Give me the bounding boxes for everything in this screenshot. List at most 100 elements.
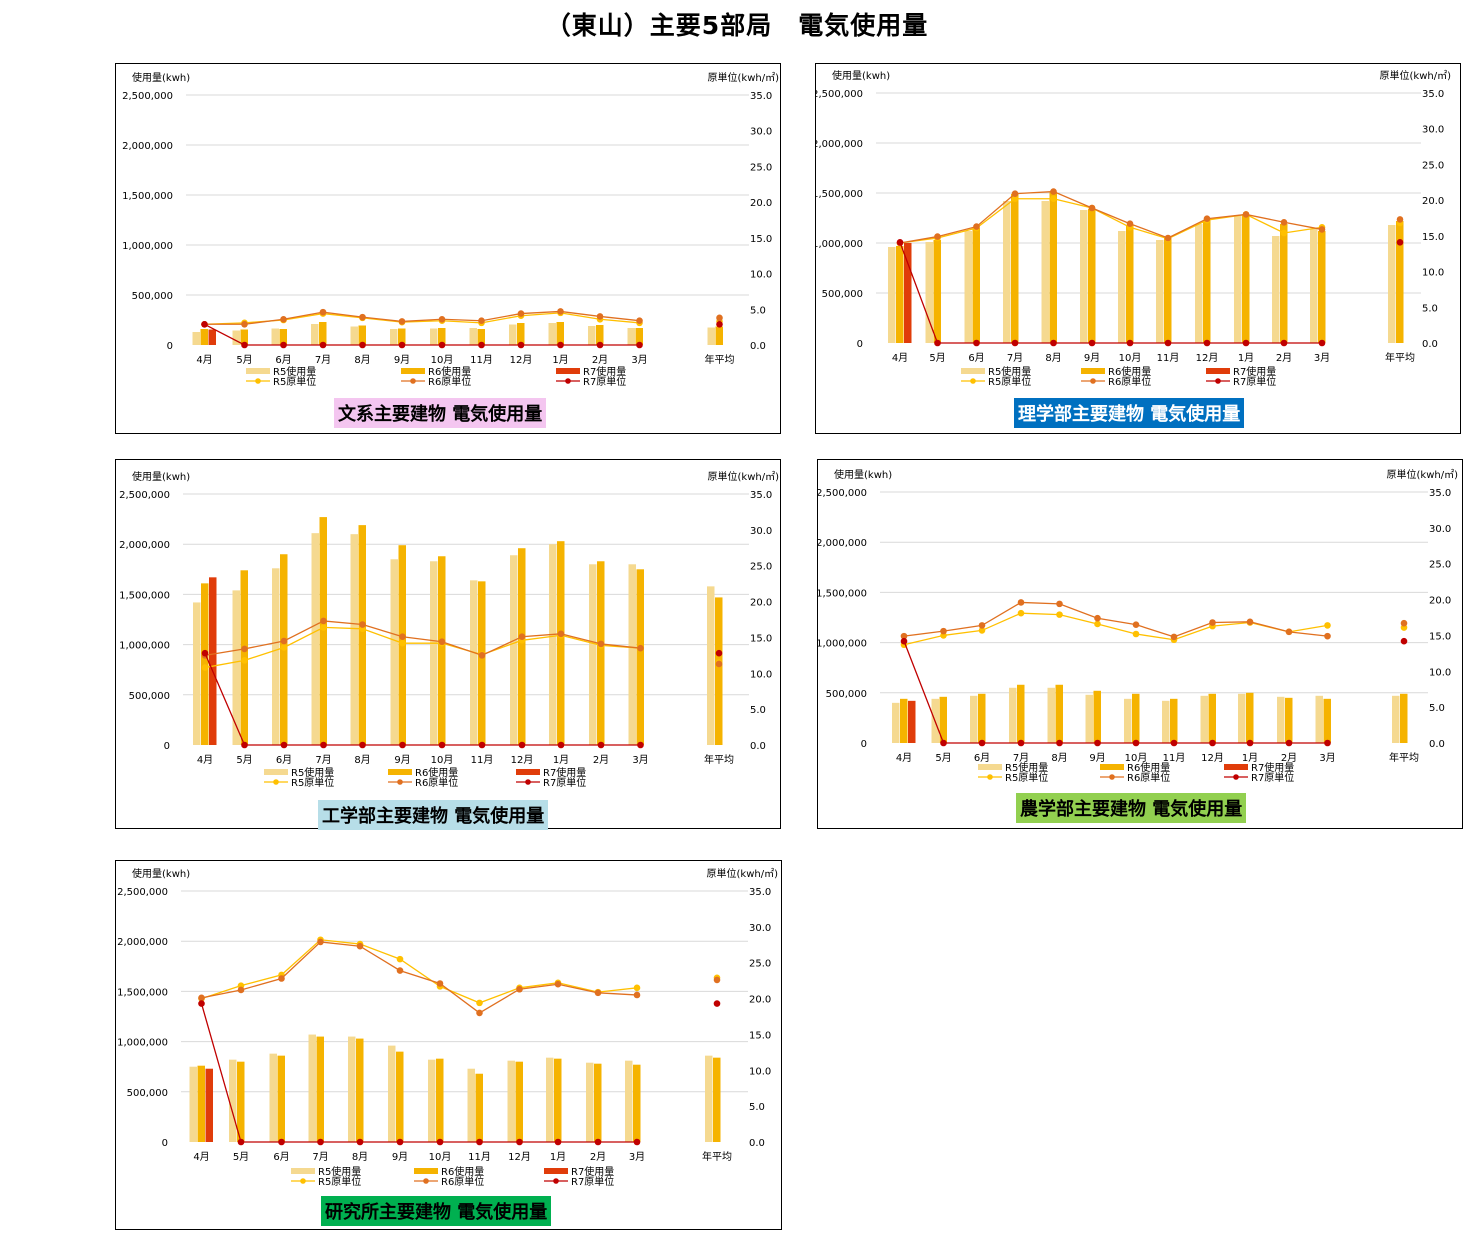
- legend-swatch-R6使用量: [401, 368, 425, 374]
- bar-R6使用量: [1400, 693, 1408, 743]
- marker-R7原単位: [1318, 339, 1326, 347]
- y-axis-title: 使用量(kwh): [832, 69, 890, 82]
- x-tick-label: 7月: [315, 754, 331, 766]
- y2-tick-label: 15.0: [750, 633, 772, 644]
- bar-R5使用量: [269, 1053, 277, 1142]
- x-tick-label: 1月: [1242, 752, 1258, 764]
- x-tick-label: 8月: [352, 1151, 368, 1163]
- marker-R6原単位: [319, 308, 327, 316]
- legend-label: R5原単位: [291, 776, 334, 789]
- bar-R5使用量: [1310, 229, 1318, 343]
- y2-tick-label: 20.0: [750, 598, 772, 609]
- marker-R6原単位: [1050, 188, 1057, 195]
- x-tick-label: 5月: [935, 752, 951, 764]
- bar-R5使用量: [1277, 696, 1285, 743]
- legend-swatch-R7使用量: [1224, 764, 1248, 770]
- x-tick-label: 1月: [553, 754, 569, 766]
- line-R6原単位: [903, 601, 1328, 638]
- legend-label: R7使用量: [1251, 761, 1294, 774]
- chart-panel-kenkyujo: 0 500,000 1,000,000 1,500,000 2,000,000 2,500…: [115, 860, 782, 1230]
- bar-R5使用量: [1195, 224, 1203, 343]
- line-R7原単位: [899, 242, 1322, 344]
- line-R5原単位: [201, 939, 638, 1004]
- marker-R7原単位: [1280, 339, 1288, 347]
- x-tick-label: 10月: [431, 354, 454, 366]
- line-R5原単位: [204, 312, 640, 325]
- marker-R7原単位: [1011, 339, 1019, 347]
- x-tick-label: 8月: [1045, 352, 1061, 364]
- bar-R6使用量: [478, 581, 486, 745]
- y2-tick-label: 0.0: [1429, 739, 1445, 750]
- legend-swatch-R6使用量: [1100, 764, 1124, 770]
- marker-R7原単位: [637, 741, 644, 749]
- marker-R6原単位: [594, 989, 602, 997]
- marker-R6原単位: [557, 308, 564, 315]
- legend-marker-R6原単位: [1090, 378, 1096, 384]
- bar-R5使用量: [970, 695, 978, 743]
- legend-label: R7原単位: [571, 1175, 614, 1188]
- y2-tick-label: 10.0: [1429, 667, 1451, 678]
- bar-R5使用量: [467, 1068, 475, 1142]
- x-tick-label: 4月: [896, 752, 912, 764]
- line-R6原単位: [899, 190, 1323, 244]
- bar-R5使用量: [390, 559, 398, 745]
- legend-label: R7使用量: [543, 766, 586, 779]
- x-tick-label: 3月: [629, 1151, 645, 1163]
- marker-R6原単位: [280, 637, 288, 645]
- marker-R7原単位: [554, 1138, 562, 1146]
- bar-R5使用量: [925, 242, 933, 343]
- marker-R7原単位: [278, 1138, 285, 1146]
- bar-R6使用量: [237, 1061, 245, 1142]
- marker-R6原単位: [436, 980, 444, 987]
- bar-R5使用量: [510, 555, 518, 745]
- marker-R7原単位: [320, 741, 327, 749]
- y2-tick-label: 35.0: [1422, 89, 1444, 100]
- x-tick-label: 12月: [1201, 752, 1224, 764]
- y2-tick-label: 20.0: [749, 995, 771, 1006]
- x-tick-label: 1月: [550, 1151, 566, 1163]
- bar-R5使用量: [1272, 236, 1280, 343]
- legend-marker-R6原単位: [1109, 774, 1115, 780]
- y-tick-label: 0: [857, 339, 863, 350]
- x-tick-label: 4月: [197, 754, 213, 766]
- marker-R7原単位: [438, 341, 446, 349]
- marker-R6原単位: [1396, 216, 1404, 223]
- x-tick-label: 4月: [196, 354, 212, 366]
- marker-R6原単位: [1056, 600, 1063, 608]
- bar-R6使用量: [633, 1064, 641, 1142]
- bar-R6使用量: [1011, 194, 1019, 343]
- marker-R6原単位: [1400, 619, 1408, 627]
- bar-R6使用量: [197, 1065, 205, 1142]
- bar-R6使用量: [933, 240, 941, 343]
- marker-R6原単位: [438, 315, 446, 323]
- marker-R7原単位: [438, 741, 446, 749]
- legend-label: R7使用量: [571, 1165, 614, 1178]
- bar-R5使用量: [348, 1036, 356, 1142]
- line-R7原単位: [200, 1003, 637, 1143]
- x-tick-label: 9月: [1089, 752, 1105, 764]
- marker-R7原単位: [715, 649, 723, 657]
- y2-tick-label: 25.0: [749, 959, 771, 970]
- y2-tick-label: 20.0: [1429, 596, 1451, 607]
- marker-R7原単位: [1203, 339, 1211, 347]
- bar-R6使用量: [1126, 225, 1134, 343]
- legend-label: R7原単位: [543, 776, 586, 789]
- legend-label: R5使用量: [291, 766, 334, 779]
- marker-R7原単位: [280, 741, 288, 749]
- marker-R5原単位: [201, 664, 209, 671]
- line-R7原単位: [204, 652, 641, 746]
- bar-R6使用量: [438, 556, 446, 745]
- marker-R6原単位: [1280, 218, 1288, 226]
- y-tick-label: 500,000: [129, 691, 170, 702]
- marker-R5原単位: [476, 999, 483, 1007]
- marker-R7原単位: [1126, 339, 1134, 347]
- bar-R5使用量: [1085, 694, 1093, 743]
- y2-axis-title: 原単位(kwh/㎡): [1387, 468, 1459, 481]
- y2-tick-label: 30.0: [1429, 524, 1451, 535]
- marker-R6原単位: [1094, 614, 1101, 622]
- y-tick-label: 1,500,000: [122, 191, 173, 202]
- x-tick-label: 6月: [974, 752, 990, 764]
- x-tick-label: 9月: [392, 1151, 408, 1163]
- bar-R6使用量: [1323, 698, 1331, 743]
- marker-R6原単位: [978, 622, 986, 629]
